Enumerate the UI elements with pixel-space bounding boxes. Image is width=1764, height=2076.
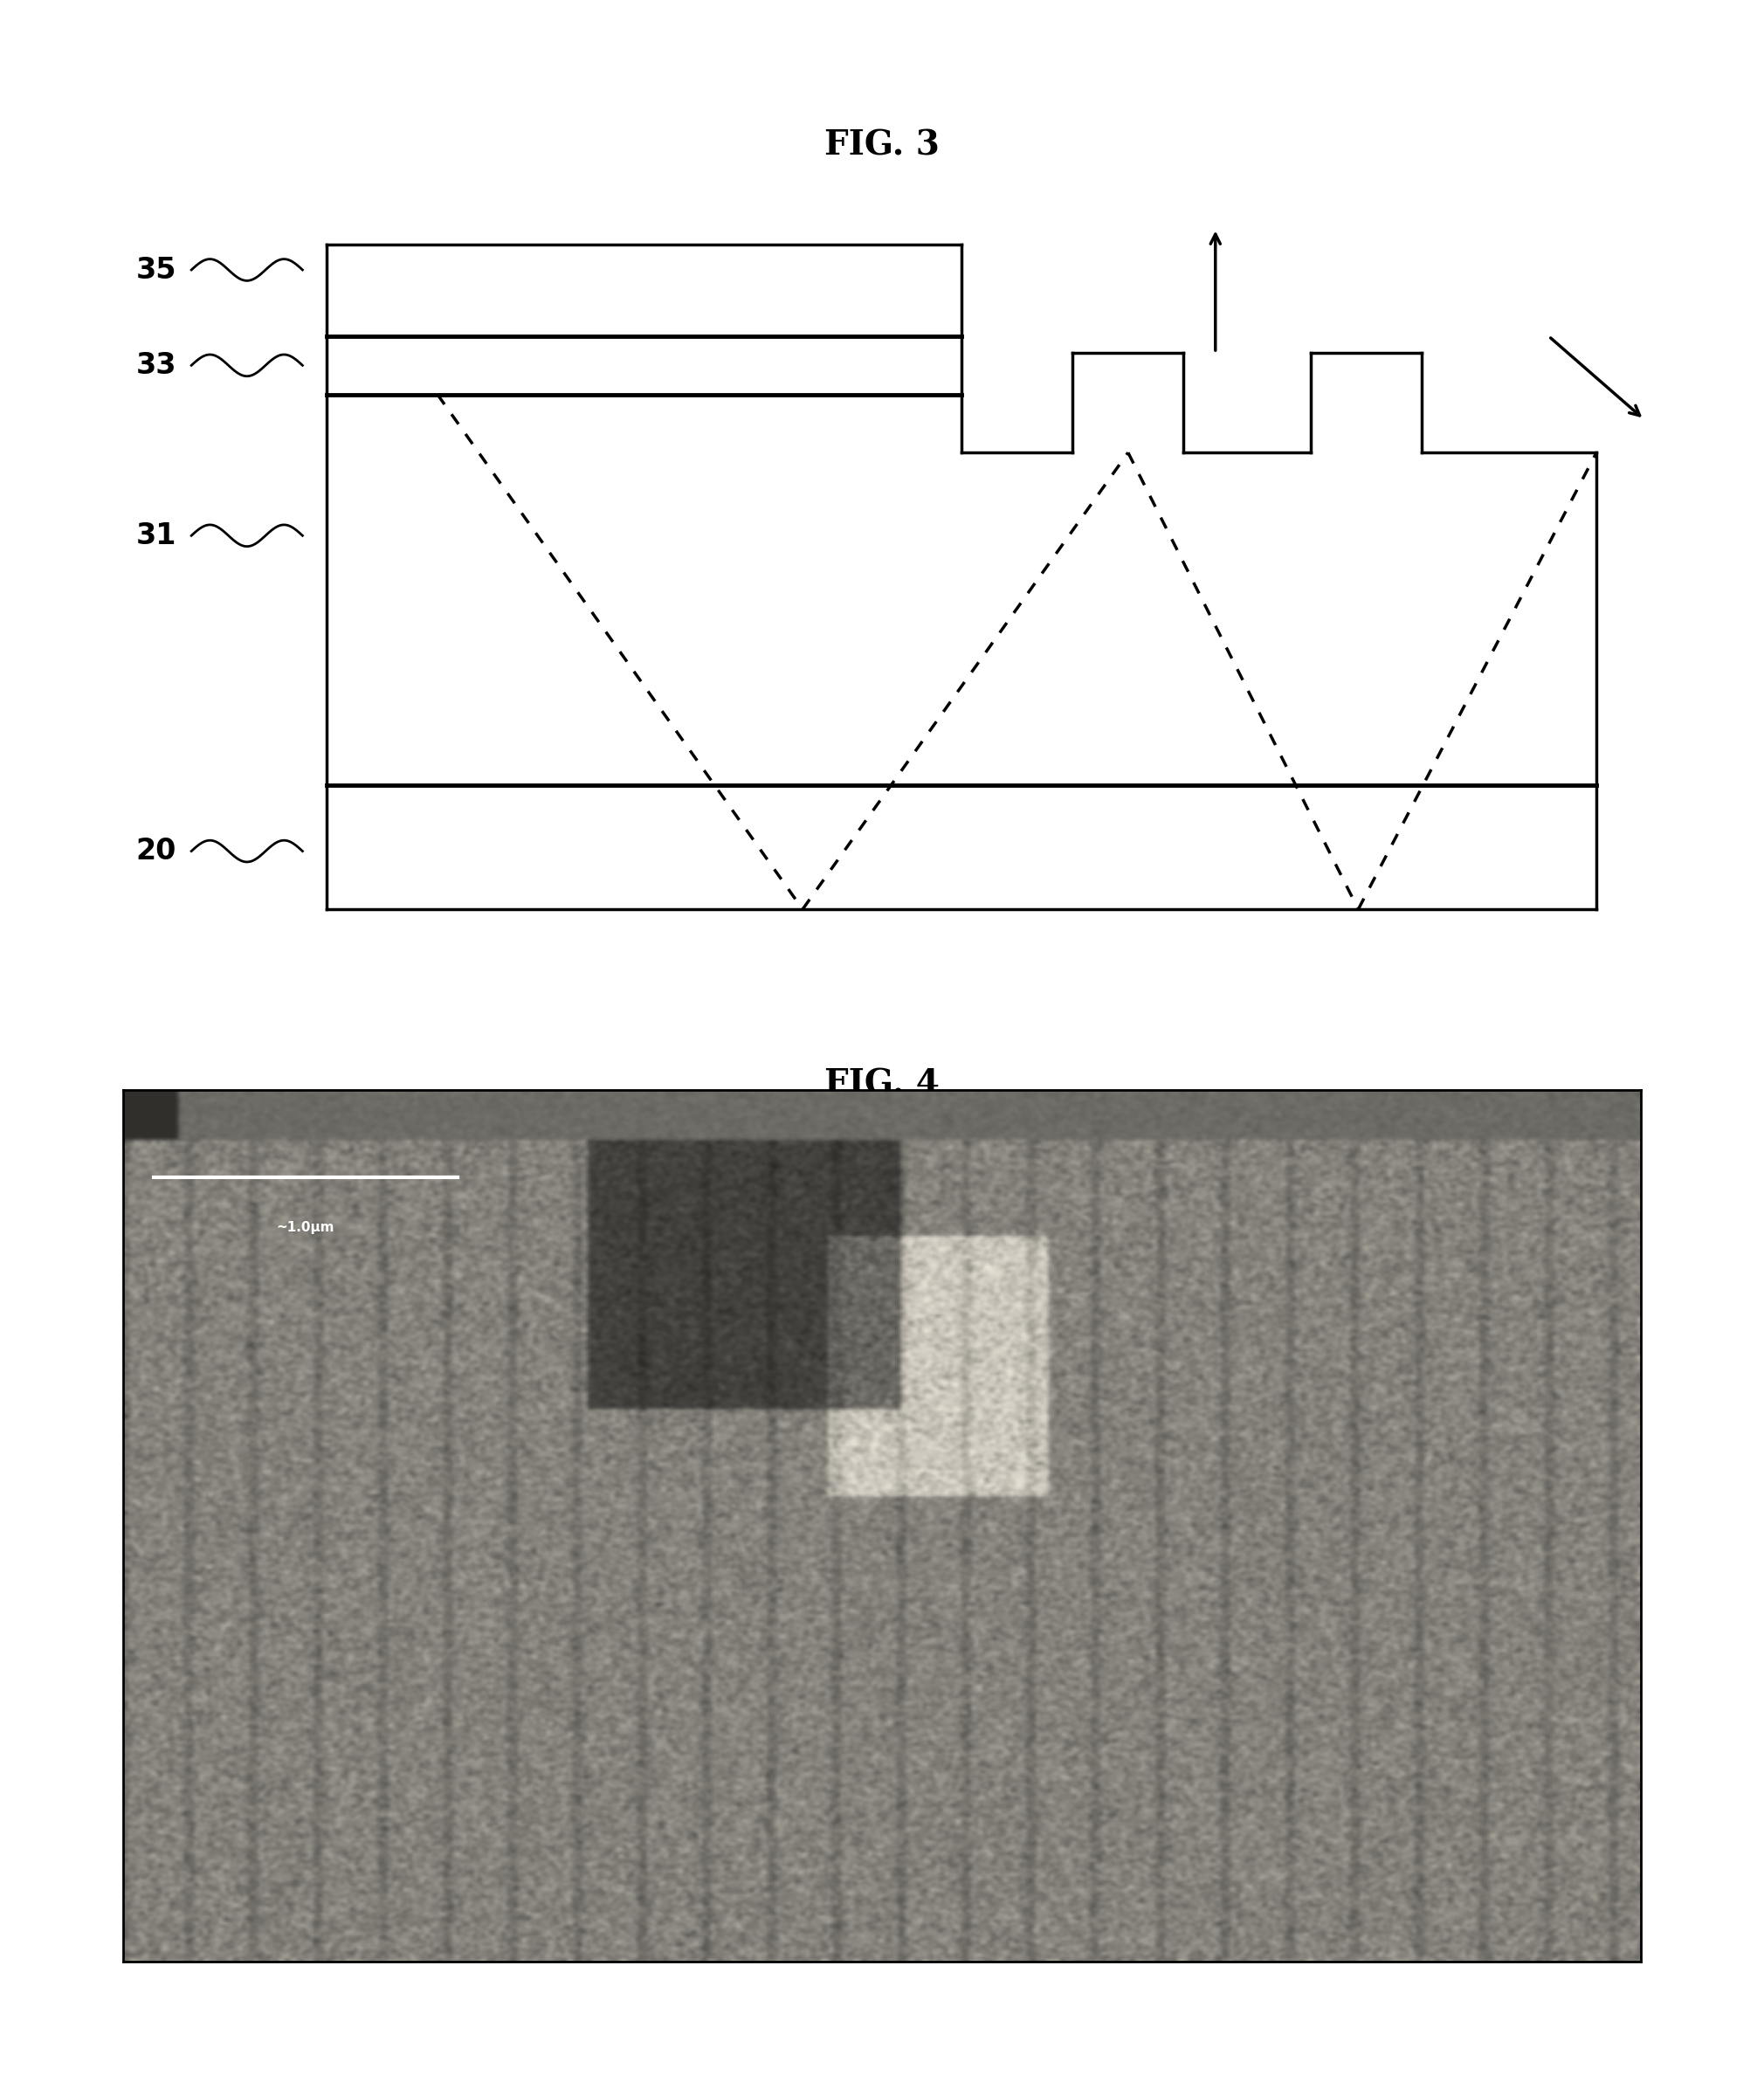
Text: 33: 33 — [136, 351, 176, 380]
Text: 35: 35 — [136, 255, 176, 284]
Text: ~1.0μm: ~1.0μm — [277, 1221, 335, 1233]
Text: 20: 20 — [136, 837, 176, 866]
Text: FIG. 4: FIG. 4 — [824, 1067, 940, 1100]
Text: FIG. 3: FIG. 3 — [824, 129, 940, 162]
Text: 31: 31 — [136, 521, 176, 550]
